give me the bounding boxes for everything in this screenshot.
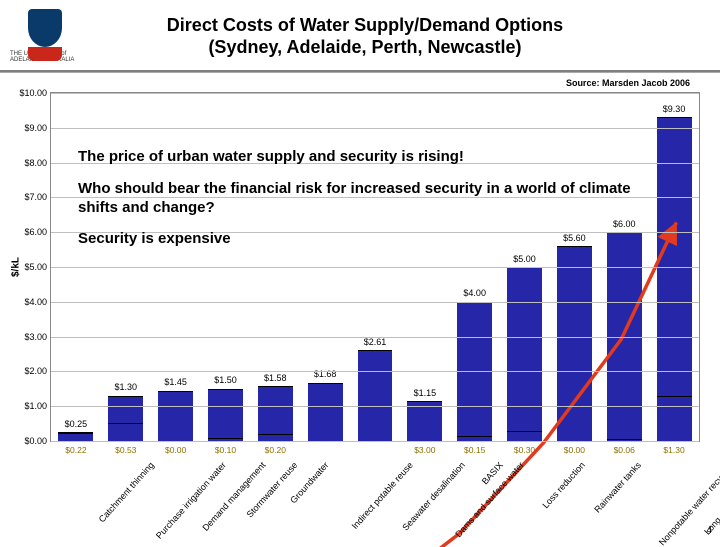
bar-upper xyxy=(607,232,642,439)
bar-lower xyxy=(507,431,542,441)
bar-upper xyxy=(108,396,143,423)
y-tick-label: $8.00 xyxy=(24,158,47,168)
y-tick-label: $10.00 xyxy=(19,88,47,98)
bar-value-lower: $1.30 xyxy=(663,445,684,455)
bar-lower xyxy=(108,423,143,441)
bar-upper xyxy=(358,350,393,441)
x-tick-label: Catchment thinning xyxy=(97,460,156,524)
bar-lower xyxy=(58,433,93,441)
bar-value-upper: $2.61 xyxy=(364,337,387,347)
gridline xyxy=(51,406,699,407)
bar-value-upper: $1.15 xyxy=(414,388,437,398)
bar-upper xyxy=(557,246,592,441)
y-tick-label: $5.00 xyxy=(24,262,47,272)
gridline xyxy=(51,337,699,338)
bar-value-upper: $9.30 xyxy=(663,104,686,114)
cost-bar-chart: $/kL $0.25$0.22$1.30$0.53$1.45$0.00$1.50… xyxy=(50,92,700,442)
bar-value-lower: $0.30 xyxy=(514,445,535,455)
bar-value-upper: $1.30 xyxy=(115,382,138,392)
gridline xyxy=(51,371,699,372)
y-tick-label: $2.00 xyxy=(24,366,47,376)
bar-upper xyxy=(308,383,343,441)
overlay-text-2: Who should bear the financial risk for i… xyxy=(78,180,638,218)
bar-value-lower: $0.22 xyxy=(65,445,86,455)
bar-lower xyxy=(258,434,293,441)
bar-upper xyxy=(208,389,243,438)
bar-value-lower: $0.53 xyxy=(115,445,136,455)
bar-upper xyxy=(657,117,692,395)
overlay-text-3: Security is expensive xyxy=(78,230,231,247)
y-tick-label: $7.00 xyxy=(24,192,47,202)
bar-upper xyxy=(258,386,293,434)
y-tick-label: $1.00 xyxy=(24,401,47,411)
gridline xyxy=(51,302,699,303)
source-citation: Source: Marsden Jacob 2006 xyxy=(0,74,720,90)
bar-value-upper: $5.60 xyxy=(563,233,586,243)
page-title: Direct Costs of Water Supply/Demand Opti… xyxy=(80,14,710,59)
plot-area: $0.25$0.22$1.30$0.53$1.45$0.00$1.50$0.10… xyxy=(50,92,700,442)
title-line-1: Direct Costs of Water Supply/Demand Opti… xyxy=(80,14,650,37)
y-tick-label: $6.00 xyxy=(24,227,47,237)
y-axis-label: $/kL xyxy=(11,257,22,277)
y-tick-label: $9.00 xyxy=(24,123,47,133)
bar-value-upper: $6.00 xyxy=(613,219,636,229)
divider xyxy=(0,70,720,72)
overlay-text-1: The price of urban water supply and secu… xyxy=(78,148,464,165)
gridline xyxy=(51,441,699,442)
bar-value-lower: $3.00 xyxy=(414,445,435,455)
x-tick-label: Rainwater tanks xyxy=(592,460,643,515)
y-tick-label: $0.00 xyxy=(24,436,47,446)
gridline xyxy=(51,128,699,129)
bar-value-upper: $1.45 xyxy=(164,377,187,387)
bar-upper xyxy=(457,302,492,436)
bar-value-upper: $0.25 xyxy=(65,419,88,429)
bar-value-lower: $0.06 xyxy=(614,445,635,455)
y-tick-label: $4.00 xyxy=(24,297,47,307)
x-tick-label: Purchase irrigation water xyxy=(154,460,228,541)
university-logo: THE UNIVERSITY of ADELAIDE AUSTRALIA xyxy=(10,6,80,66)
bar-value-upper: $1.58 xyxy=(264,373,287,383)
bar-value-upper: $5.00 xyxy=(513,254,536,264)
title-line-2: (Sydney, Adelaide, Perth, Newcastle) xyxy=(80,36,650,59)
y-tick-label: $3.00 xyxy=(24,332,47,342)
bar-value-lower: $0.00 xyxy=(165,445,186,455)
x-tick-label: Loss reduction xyxy=(540,460,587,510)
gridline xyxy=(51,267,699,268)
bar-value-upper: $1.50 xyxy=(214,375,237,385)
header: THE UNIVERSITY of ADELAIDE AUSTRALIA Dir… xyxy=(0,0,720,70)
bar-value-lower: $0.20 xyxy=(265,445,286,455)
bar-lower xyxy=(657,396,692,441)
bar-value-lower: $0.15 xyxy=(464,445,485,455)
bar-value-lower: $0.00 xyxy=(564,445,585,455)
shield-icon xyxy=(28,9,62,47)
bar-upper xyxy=(158,391,193,441)
bar-value-lower: $0.10 xyxy=(215,445,236,455)
gridline xyxy=(51,93,699,94)
bar-value-upper: $4.00 xyxy=(463,288,486,298)
